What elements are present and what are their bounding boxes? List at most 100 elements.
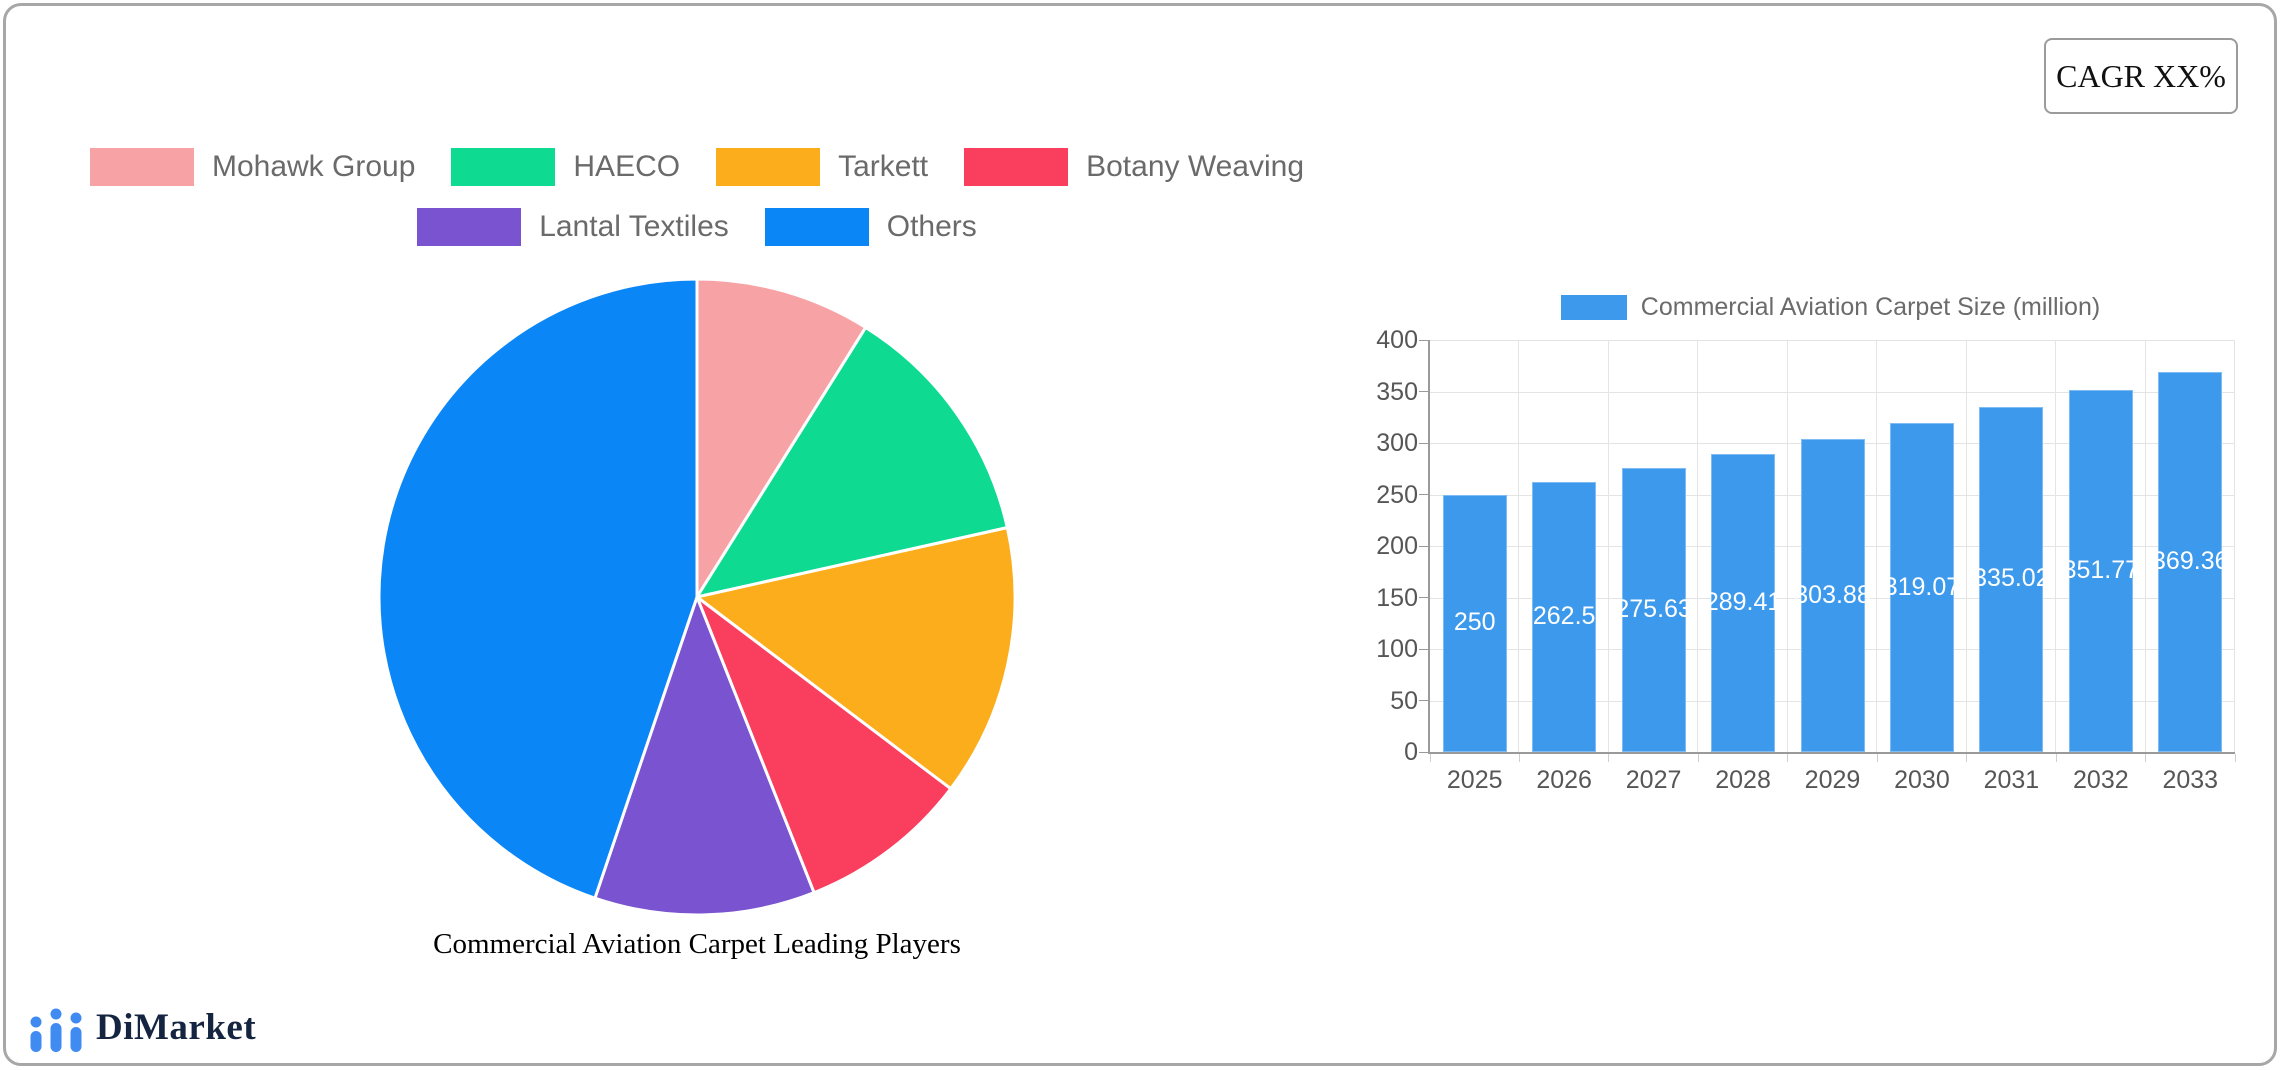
gridline-vertical	[1697, 340, 1699, 752]
gridline-horizontal	[1430, 391, 2235, 393]
pie-chart	[377, 277, 1017, 917]
pie-legend-item: Others	[764, 208, 977, 246]
y-axis-tick	[1419, 700, 1428, 701]
pie-legend: Mohawk Group HAECO Tarkett Botany Weaving La…	[0, 148, 1394, 246]
legend-swatch-icon	[716, 148, 821, 186]
pie-legend-item: Lantal Textiles	[417, 208, 729, 246]
gridline-horizontal	[1430, 340, 2235, 341]
legend-swatch-icon	[964, 148, 1069, 186]
y-axis-tick	[1419, 751, 1428, 753]
cagr-label: CAGR XX%	[2056, 57, 2226, 94]
pie-legend-item: Mohawk Group	[89, 148, 416, 186]
pie-legend-row: Lantal Textiles Others	[417, 208, 977, 246]
x-axis-tick	[2055, 754, 2057, 762]
bar-2027	[1621, 468, 1686, 752]
legend-label: Lantal Textiles	[539, 210, 729, 243]
pie-title: Commercial Aviation Carpet Leading Playe…	[433, 928, 961, 960]
pie-slice-mohawk-group	[695, 277, 868, 599]
y-axis-tick	[1419, 391, 1428, 392]
bar-2026	[1532, 481, 1597, 752]
pie-legend-row: Mohawk Group HAECO Tarkett Botany Weaving	[89, 148, 1304, 186]
x-axis-tick	[1518, 754, 1520, 762]
bar-value-label: 319.07	[1883, 572, 1961, 601]
bar-value-label: 250	[1453, 608, 1496, 637]
x-axis-label: 2030	[1894, 766, 1950, 794]
gridline-vertical	[1876, 340, 1878, 752]
y-axis-tick	[1419, 494, 1428, 495]
bar-2029	[1800, 439, 1865, 752]
gridline-vertical	[2055, 340, 2057, 752]
legend-swatch-icon	[451, 148, 556, 186]
x-axis-tick	[1966, 754, 1968, 762]
x-axis-tick	[1787, 754, 1789, 762]
gridline-vertical	[1965, 340, 1967, 752]
cagr-badge: CAGR XX%	[2044, 38, 2238, 114]
x-axis-label: 2028	[1715, 766, 1771, 794]
y-axis-tick	[1419, 597, 1428, 598]
x-axis-tick	[1876, 754, 1878, 762]
y-axis-label: 200	[1376, 532, 1418, 560]
x-axis-label: 2033	[2162, 766, 2219, 794]
y-axis-label: 400	[1376, 326, 1418, 354]
bar-value-label: 303.88	[1794, 580, 1871, 609]
bar-value-label: 289.41	[1704, 587, 1782, 616]
bar-value-label: 262.5	[1532, 601, 1596, 630]
gridline-vertical	[1786, 340, 1788, 752]
gridline-vertical	[2234, 340, 2235, 752]
bar-2025	[1442, 494, 1507, 752]
x-axis-tick	[1697, 754, 1699, 762]
pie-slice-lantal-textiles	[593, 595, 816, 917]
y-axis-label: 150	[1376, 583, 1418, 612]
y-axis-label: 50	[1390, 686, 1418, 715]
pie-legend-item: HAECO	[451, 148, 680, 186]
y-axis-tick	[1419, 442, 1428, 444]
bar-legend-swatch	[1560, 295, 1627, 320]
legend-swatch-icon	[89, 148, 194, 186]
legend-swatch-icon	[764, 208, 869, 246]
y-axis-label: 350	[1376, 377, 1418, 406]
brand-name: DiMarket	[96, 1006, 257, 1048]
bar-legend: Commercial Aviation Carpet Size (million…	[1428, 293, 2233, 322]
x-axis-label: 2032	[2073, 766, 2129, 794]
bar-value-label: 335.02	[1973, 564, 2050, 593]
gridline-vertical	[1607, 340, 1609, 752]
x-axis-tick	[1429, 754, 1431, 762]
legend-label: Tarkett	[838, 150, 929, 183]
x-axis-tick	[2234, 754, 2236, 762]
bar-2028	[1711, 453, 1776, 752]
y-axis-tick	[1419, 545, 1428, 547]
pie-legend-item: Tarkett	[716, 148, 928, 186]
pie-slice-tarkett	[695, 526, 1017, 791]
x-axis-label: 2026	[1536, 766, 1592, 794]
dimarket-logo: DiMarket	[28, 1002, 256, 1052]
pie-legend-item: Botany Weaving	[964, 148, 1304, 186]
dimarket-icon	[30, 1008, 82, 1052]
y-axis-label: 0	[1404, 738, 1418, 766]
gridline-vertical	[1518, 340, 1520, 752]
x-axis-tick	[1608, 754, 1610, 762]
gridline-vertical	[2144, 340, 2146, 752]
pie-slice-haeco	[695, 325, 1009, 599]
legend-swatch-icon	[417, 208, 522, 246]
y-axis-tick	[1419, 339, 1428, 341]
legend-label: HAECO	[573, 150, 681, 183]
bar-2030	[1889, 423, 1954, 752]
pie-slice-botany-weaving	[695, 595, 953, 895]
legend-label: Others	[886, 210, 977, 243]
bar-value-label: 351.77	[2062, 555, 2140, 584]
bar-value-label: 369.36	[2152, 546, 2229, 575]
x-axis-label: 2027	[1625, 766, 1682, 794]
y-axis-label: 300	[1376, 429, 1418, 457]
bar-2032	[2068, 389, 2133, 752]
pie-slice-others	[377, 277, 699, 900]
legend-label: Mohawk Group	[211, 150, 416, 183]
bar-2033	[2158, 371, 2223, 752]
legend-label: Botany Weaving	[1086, 150, 1305, 183]
x-axis-label: 2031	[1983, 766, 2040, 794]
bar-chart: 0 50 100 150 200 250 300 350 400 250 2025 262.5 2026…	[1376, 326, 2236, 794]
bar-value-label: 275.63	[1615, 595, 1692, 624]
x-axis-label: 2029	[1804, 766, 1861, 794]
y-axis-label: 250	[1376, 480, 1418, 509]
y-axis-label: 100	[1376, 635, 1418, 663]
x-axis-tick	[2145, 754, 2147, 762]
